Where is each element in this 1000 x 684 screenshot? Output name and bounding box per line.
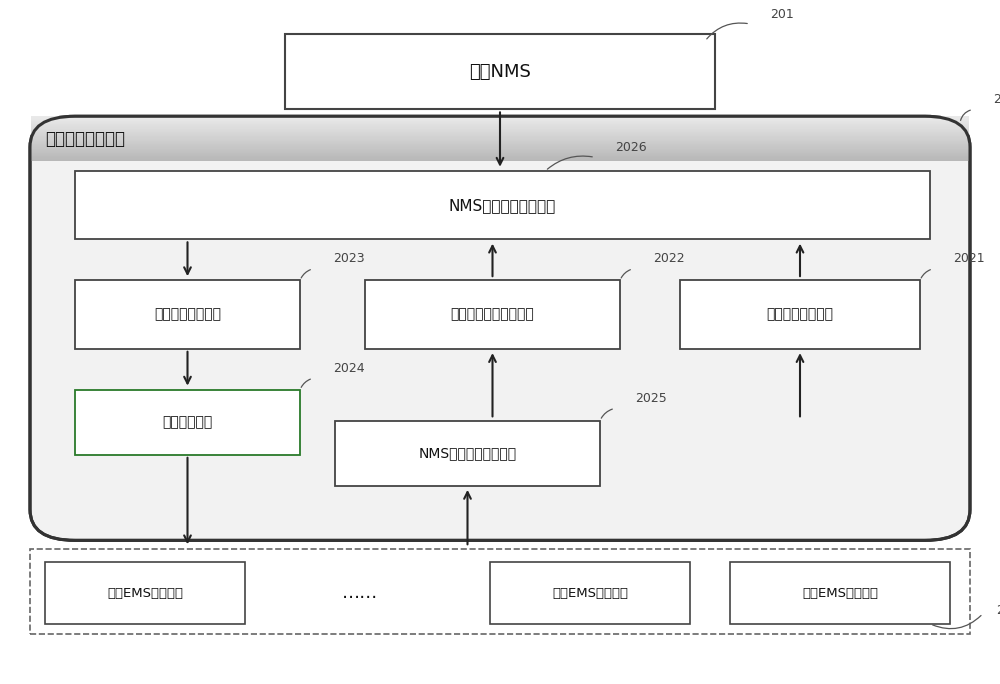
Bar (365, 280, 620, 349)
Bar (31, 141, 969, 143)
Bar (31, 157, 969, 159)
Bar (31, 147, 969, 148)
Bar (31, 135, 969, 137)
Bar (31, 121, 969, 123)
Bar (31, 120, 969, 122)
FancyBboxPatch shape (30, 116, 970, 540)
Text: 南向下行操作单元: 南向下行操作单元 (154, 308, 221, 321)
Bar (31, 159, 969, 161)
Bar (31, 139, 969, 141)
Text: 南向转发单元: 南向转发单元 (162, 415, 213, 430)
Bar (31, 124, 969, 127)
Bar (31, 151, 969, 153)
Bar (680, 280, 920, 349)
Text: 下级EMS北向接口: 下级EMS北向接口 (802, 586, 878, 600)
Text: 203: 203 (996, 604, 1000, 617)
Bar (31, 130, 969, 132)
Bar (31, 155, 969, 157)
Bar (31, 140, 969, 142)
Bar (31, 148, 969, 150)
Bar (31, 128, 969, 130)
Bar (31, 122, 969, 124)
Bar (75, 280, 300, 349)
Bar (31, 156, 969, 157)
Bar (285, 34, 715, 109)
Text: 下级EMS北向接口: 下级EMS北向接口 (552, 586, 628, 600)
Bar (31, 153, 969, 155)
Bar (31, 137, 969, 139)
Text: 2024: 2024 (333, 362, 365, 375)
Bar (31, 144, 969, 146)
Bar (31, 133, 969, 135)
Text: ……: …… (342, 584, 378, 602)
Bar (31, 118, 969, 120)
Bar (31, 116, 969, 118)
Bar (31, 144, 969, 145)
Bar (31, 150, 969, 152)
Bar (75, 390, 300, 455)
Bar (490, 562, 690, 624)
Text: 202: 202 (993, 93, 1000, 106)
Text: 2021: 2021 (953, 252, 985, 265)
Bar (31, 129, 969, 131)
Bar (335, 421, 600, 486)
Text: NMS对接协议管理单元: NMS对接协议管理单元 (449, 198, 556, 213)
Bar (31, 138, 969, 140)
Text: 2023: 2023 (333, 252, 365, 265)
Text: NMS北向接口注册单元: NMS北向接口注册单元 (418, 446, 517, 460)
Text: 消息适配转换单元: 消息适配转换单元 (767, 308, 834, 321)
Bar (31, 117, 969, 118)
Bar (31, 153, 969, 154)
Bar (31, 119, 969, 121)
Bar (31, 146, 969, 148)
Bar (31, 158, 969, 159)
Text: 下级EMS北向接口: 下级EMS北向接口 (107, 586, 183, 600)
Bar (31, 126, 969, 127)
Text: 201: 201 (770, 8, 794, 21)
Bar (31, 132, 969, 134)
Text: 2025: 2025 (635, 392, 667, 405)
Bar (45, 562, 245, 624)
Bar (31, 135, 969, 136)
Text: 2022: 2022 (653, 252, 685, 265)
Bar (75, 171, 930, 239)
Bar (31, 123, 969, 125)
Bar (31, 142, 969, 144)
Text: 2026: 2026 (615, 141, 647, 154)
Bar (31, 131, 969, 133)
Bar (30, 549, 970, 634)
Bar (730, 562, 950, 624)
Bar (31, 149, 969, 150)
Bar (31, 127, 969, 129)
Text: 数据文件适配转换单元: 数据文件适配转换单元 (451, 308, 534, 321)
Text: 集中北向接口系统: 集中北向接口系统 (45, 130, 125, 148)
Text: 上级NMS: 上级NMS (469, 63, 531, 81)
